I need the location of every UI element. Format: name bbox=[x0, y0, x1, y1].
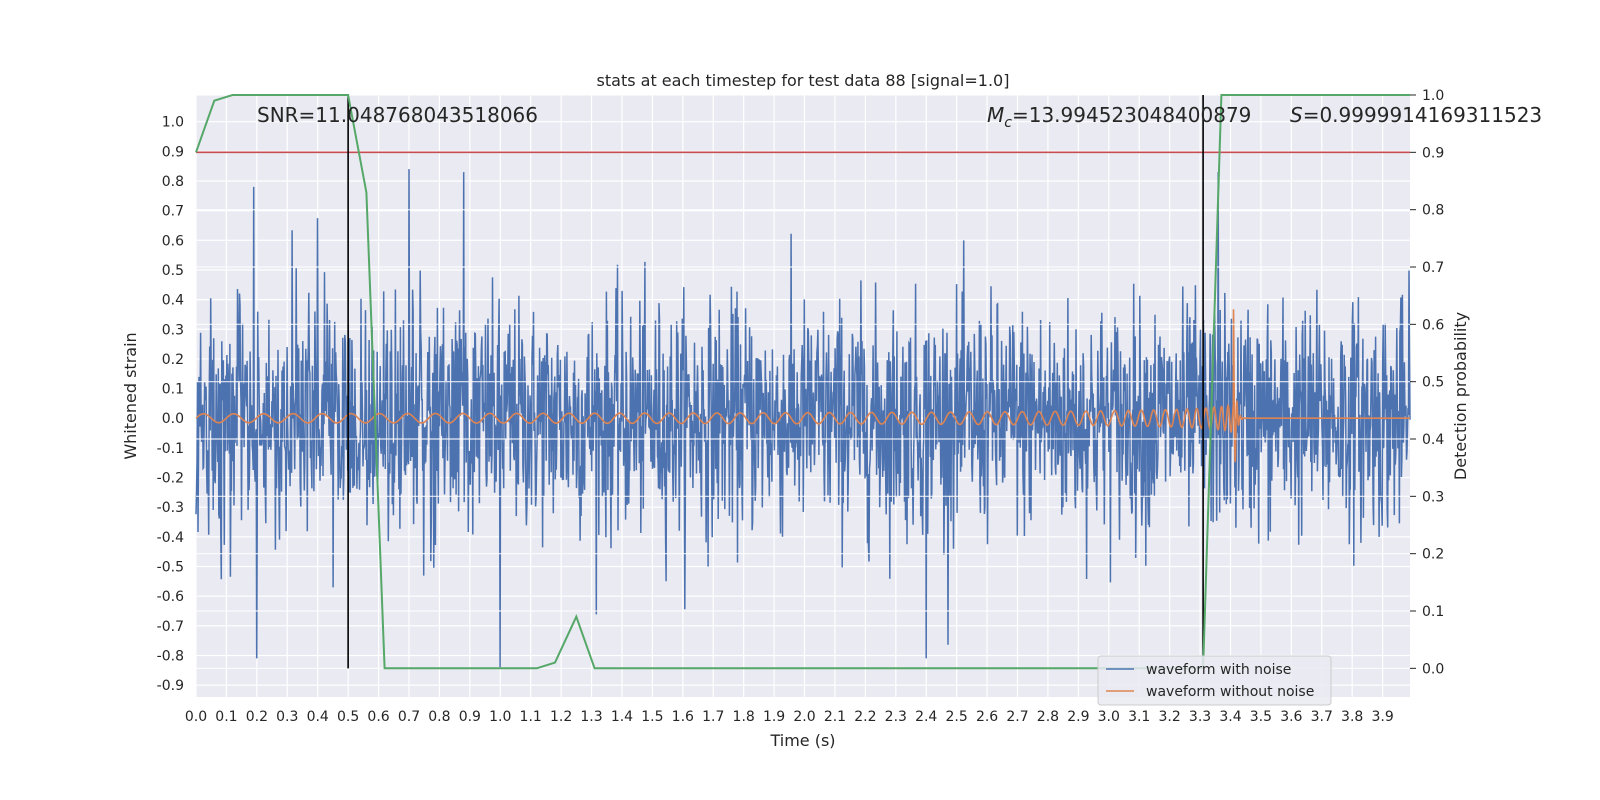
y2-tick-label: 0.4 bbox=[1422, 432, 1444, 448]
x-tick-label: 0.4 bbox=[307, 709, 329, 725]
s-annotation: S=0.9999914169311523 bbox=[1290, 103, 1542, 127]
chart-title: stats at each timestep for test data 88 … bbox=[597, 71, 1010, 90]
legend-entry-waveform-with-noise: waveform with noise bbox=[1146, 662, 1291, 678]
x-tick-label: 1.7 bbox=[702, 709, 724, 725]
y2-axis-label: Detection probability bbox=[1451, 312, 1470, 480]
y-tick-label: -0.5 bbox=[157, 560, 184, 576]
legend-entry-waveform-without-noise: waveform without noise bbox=[1146, 684, 1314, 700]
x-tick-label: 0.5 bbox=[337, 709, 359, 725]
y2-tick-label: 0.7 bbox=[1422, 260, 1444, 276]
y2-tick-label: 0.9 bbox=[1422, 145, 1444, 161]
x-tick-label: 1.6 bbox=[672, 709, 694, 725]
y-tick-label: 0.9 bbox=[162, 144, 184, 160]
y-tick-label: -0.9 bbox=[157, 678, 184, 694]
x-tick-label: 0.3 bbox=[276, 709, 298, 725]
y-tick-label: -0.7 bbox=[157, 619, 184, 635]
x-tick-label: 3.1 bbox=[1128, 709, 1150, 725]
s-value: =0.9999914169311523 bbox=[1303, 103, 1542, 127]
x-tick-label: 1.0 bbox=[489, 709, 511, 725]
y2-tick-label: 0.6 bbox=[1422, 317, 1444, 333]
x-axis-label: Time (s) bbox=[769, 731, 835, 750]
x-tick-label: 2.3 bbox=[885, 709, 907, 725]
x-tick-label: 1.1 bbox=[520, 709, 542, 725]
y-tick-label: -0.8 bbox=[157, 648, 184, 664]
x-tick-label: 0.1 bbox=[215, 709, 237, 725]
x-tick-label: 3.4 bbox=[1219, 709, 1241, 725]
x-tick-label: 3.2 bbox=[1159, 709, 1181, 725]
y2-tick-label: 0.0 bbox=[1422, 661, 1444, 677]
grid bbox=[195, 95, 1410, 697]
y-tick-label: -0.1 bbox=[157, 441, 184, 457]
x-tick-label: 1.2 bbox=[550, 709, 572, 725]
y-axis-right: 1.0 0.9 0.8 0.7 0.6 0.5 0.4 0.3 0.2 0.1 0.0 bbox=[1410, 88, 1444, 677]
x-tick-label: 3.8 bbox=[1341, 709, 1363, 725]
x-tick-label: 1.4 bbox=[611, 709, 633, 725]
y-tick-label: -0.4 bbox=[157, 530, 184, 546]
x-tick-label: 3.0 bbox=[1098, 709, 1120, 725]
mc-value: =13.994523048400879 bbox=[1012, 103, 1251, 127]
y-tick-label: 1.0 bbox=[162, 115, 184, 131]
x-tick-label: 3.9 bbox=[1371, 709, 1393, 725]
x-tick-label: 3.5 bbox=[1250, 709, 1272, 725]
mc-symbol: M bbox=[987, 103, 1004, 127]
x-tick-label: 0.2 bbox=[246, 709, 268, 725]
y-tick-label: -0.6 bbox=[157, 589, 184, 605]
x-tick-label: 0.9 bbox=[459, 709, 481, 725]
x-tick-label: 2.9 bbox=[1067, 709, 1089, 725]
y-axis-left: 1.0 0.9 0.8 0.7 0.6 0.5 0.4 0.3 0.2 0.1 0.0 -0.1 -0.… bbox=[157, 115, 184, 694]
y2-tick-label: 0.1 bbox=[1422, 604, 1444, 620]
y-tick-label: 0.6 bbox=[162, 233, 184, 249]
y-tick-label: 0.1 bbox=[162, 382, 184, 398]
x-tick-label: 1.8 bbox=[733, 709, 755, 725]
legend: waveform with noise waveform without noi… bbox=[1097, 655, 1332, 706]
y-tick-label: 0.5 bbox=[162, 263, 184, 279]
x-tick-label: 1.3 bbox=[580, 709, 602, 725]
y-tick-label: 0.2 bbox=[162, 352, 184, 368]
x-tick-label: 2.2 bbox=[854, 709, 876, 725]
x-tick-label: 0.0 bbox=[185, 709, 207, 725]
x-axis: 0.0 0.1 0.2 0.3 0.4 0.5 0.6 0.7 0.8 0.9 1.0 1.1 1.2 1… bbox=[185, 709, 1394, 725]
x-tick-label: 1.5 bbox=[641, 709, 663, 725]
x-tick-label: 0.7 bbox=[398, 709, 420, 725]
x-tick-label: 1.9 bbox=[763, 709, 785, 725]
y-tick-label: 0.4 bbox=[162, 293, 184, 309]
y-axis-label: Whitened strain bbox=[121, 332, 140, 459]
x-tick-label: 2.5 bbox=[946, 709, 968, 725]
x-tick-label: 0.8 bbox=[428, 709, 450, 725]
y-tick-label: 0.7 bbox=[162, 204, 184, 220]
series-waveform-without-noise bbox=[195, 309, 1410, 463]
waveform-without-noise-line bbox=[195, 309, 1410, 463]
x-tick-label: 0.6 bbox=[367, 709, 389, 725]
s-symbol: S bbox=[1290, 103, 1303, 127]
x-tick-label: 3.7 bbox=[1311, 709, 1333, 725]
mc-subscript: c bbox=[1004, 115, 1012, 131]
legend-box bbox=[1097, 655, 1332, 706]
y-tick-label: 0.8 bbox=[162, 174, 184, 190]
y2-tick-label: 0.8 bbox=[1422, 203, 1444, 219]
chirp-mass-annotation: Mc=13.994523048400879 bbox=[987, 103, 1251, 131]
y-tick-label: -0.3 bbox=[157, 500, 184, 516]
y-tick-label: 0.0 bbox=[162, 411, 184, 427]
y2-tick-label: 0.5 bbox=[1422, 375, 1444, 391]
x-tick-label: 2.4 bbox=[915, 709, 937, 725]
y2-tick-label: 1.0 bbox=[1422, 88, 1444, 104]
x-tick-label: 2.6 bbox=[976, 709, 998, 725]
y-tick-label: -0.2 bbox=[157, 471, 184, 487]
x-tick-label: 2.7 bbox=[1006, 709, 1028, 725]
x-tick-label: 2.0 bbox=[793, 709, 815, 725]
x-tick-label: 2.1 bbox=[824, 709, 846, 725]
y-tick-label: 0.3 bbox=[162, 322, 184, 338]
x-tick-label: 2.8 bbox=[1037, 709, 1059, 725]
x-tick-label: 3.6 bbox=[1280, 709, 1302, 725]
y2-tick-label: 0.3 bbox=[1422, 489, 1444, 505]
y2-tick-label: 0.2 bbox=[1422, 547, 1444, 563]
x-tick-label: 3.3 bbox=[1189, 709, 1211, 725]
snr-annotation: SNR=11.048768043518066 bbox=[257, 103, 538, 127]
